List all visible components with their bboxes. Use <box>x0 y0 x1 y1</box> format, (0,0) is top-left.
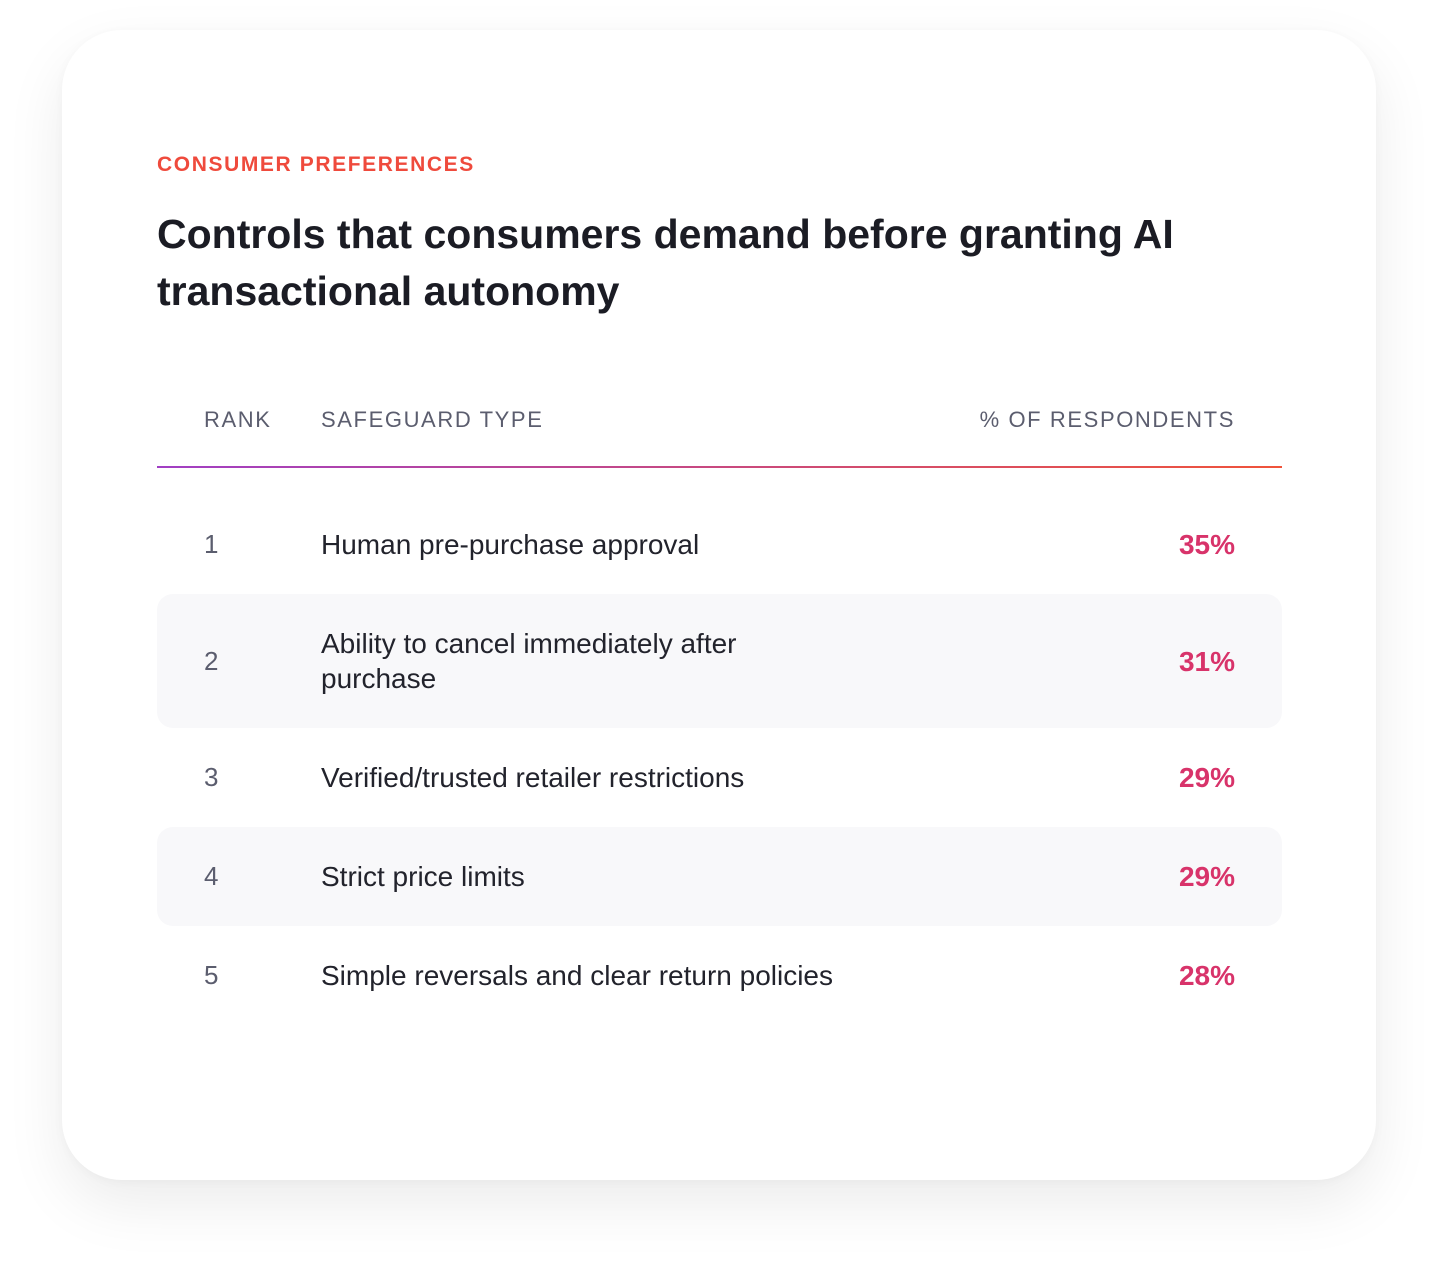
rank: 5 <box>204 960 219 990</box>
header-rule <box>157 466 1282 468</box>
header-cell: SAFEGUARD TYPE <box>321 407 544 432</box>
safeguard: Human pre-purchase approval <box>321 529 700 560</box>
rank: 4 <box>204 861 219 891</box>
header-cell: RANK <box>204 407 272 432</box>
safeguard: Verified/trusted retailer restrictions <box>321 762 745 793</box>
percent: 35% <box>1178 529 1235 560</box>
safeguard: Ability to cancel immediately after purc… <box>321 628 737 694</box>
rank: 1 <box>204 529 219 559</box>
table-row: 3 Verified/trusted retailer restrictions 2… <box>157 728 1282 827</box>
title: Controls that consumers demand before gr… <box>157 211 1174 314</box>
table-row: 4 Strict price limits 29% <box>157 827 1282 926</box>
table-row: 1 Human pre-purchase approval 35% <box>157 495 1282 594</box>
rank: 2 <box>204 645 219 676</box>
eyebrow: CONSUMER PREFERENCES <box>157 153 475 176</box>
percent: 31% <box>1178 645 1235 677</box>
safeguard: Strict price limits <box>321 861 525 892</box>
table: RANK SAFEGUARD TYPE % OF RESPONDENTS 1 Hu… <box>157 395 1282 1025</box>
table-row: 5 Simple reversals and clear return polic… <box>157 926 1282 1025</box>
table-row: 2 Ability to cancel immediately after pur… <box>157 594 1282 728</box>
table-header: RANK SAFEGUARD TYPE % OF RESPONDENTS <box>157 395 1282 445</box>
rank: 3 <box>204 762 219 792</box>
percent: 29% <box>1178 861 1235 892</box>
percent: 28% <box>1178 960 1235 991</box>
percent: 29% <box>1178 762 1235 793</box>
safeguard: Simple reversals and clear return polici… <box>321 960 833 991</box>
header-cell: % OF RESPONDENTS <box>979 407 1235 432</box>
